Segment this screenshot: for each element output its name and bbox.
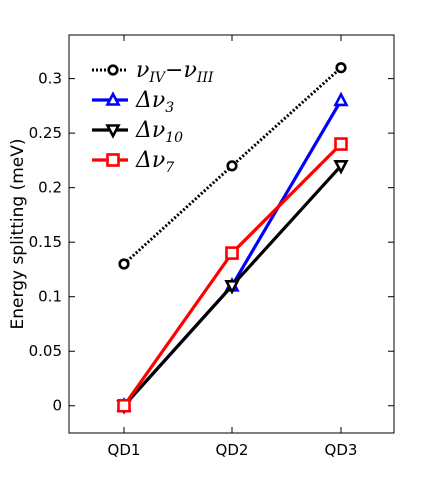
series-line [122, 142, 343, 407]
legend-marker [105, 124, 121, 139]
data-point [335, 62, 347, 74]
legend-item: Δν3 [92, 88, 174, 116]
series-0 [118, 62, 347, 270]
series-2 [116, 160, 349, 415]
data-point [225, 246, 239, 260]
y-tick-label: 0.15 [29, 233, 62, 251]
y-tick-label: 0.2 [38, 179, 62, 197]
legend-item: Δν7 [92, 148, 174, 176]
data-point [226, 160, 238, 172]
legend-label: Δν7 [135, 148, 174, 176]
y-tick-label: 0.1 [38, 288, 62, 306]
legend-marker [105, 91, 121, 106]
legend-label: Δν3 [135, 88, 174, 116]
legend-item: νIV−νIII [92, 58, 214, 86]
x-tick-label: QD3 [325, 441, 358, 459]
y-tick-label: 0 [52, 397, 62, 415]
x-tick-label: QD2 [216, 441, 249, 459]
y-tick-label: 0.3 [38, 70, 62, 88]
series-layer [116, 62, 349, 415]
series-3 [117, 137, 348, 413]
legend-label: Δν10 [135, 118, 183, 146]
data-point [118, 258, 130, 270]
legend-item: Δν10 [92, 118, 183, 146]
plot-area [68, 34, 395, 434]
data-point [333, 160, 349, 175]
y-axis-label: Energy splitting (meV) [8, 139, 28, 330]
plot-frame [68, 34, 395, 434]
data-point [117, 398, 131, 413]
x-tick-label: QD1 [108, 441, 141, 459]
y-tick-label: 0.05 [29, 342, 62, 360]
data-point [334, 137, 348, 151]
data-point [333, 91, 349, 107]
legend-marker [106, 153, 120, 167]
y-tick-label: 0.25 [29, 124, 62, 142]
axes: 0 0.05 0.1 0.15 0.2 0.25 0.3 QD1 QD2 QD3 [29, 35, 394, 459]
legend-label: νIV−νIII [136, 58, 214, 86]
data-point [224, 279, 240, 295]
legend-marker [107, 64, 119, 76]
